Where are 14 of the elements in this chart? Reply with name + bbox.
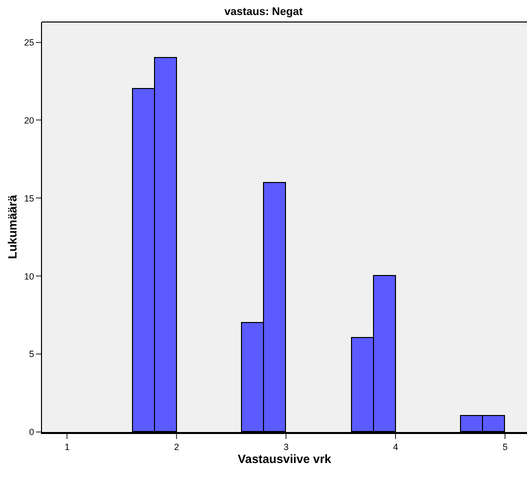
y-tick-label: 5 <box>29 349 34 360</box>
y-tick-label: 10 <box>24 271 34 282</box>
x-tick-label: 3 <box>284 442 289 452</box>
y-tick-label: 15 <box>24 193 34 204</box>
y-tick-label: 0 <box>29 427 34 438</box>
y-tick-label: 25 <box>24 37 34 48</box>
chart-title: vastaus: Negat <box>224 6 303 18</box>
y-axis-title: Lukumäärä <box>5 194 20 260</box>
x-tick-label: 5 <box>502 442 508 452</box>
x-axis-title: Vastausviive vrk <box>238 452 332 466</box>
y-tick-label: 20 <box>24 115 34 126</box>
x-tick-label: 2 <box>174 442 180 452</box>
x-tick-label: 1 <box>64 442 70 452</box>
x-tick-label: 4 <box>393 442 398 452</box>
